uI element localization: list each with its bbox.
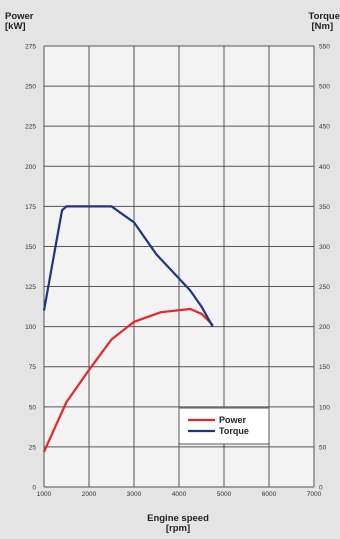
x-axis-title: Engine speed [rpm]	[147, 514, 209, 534]
y-left-tick-label-10: 250	[25, 84, 36, 91]
x-tick-label-3: 4000	[172, 491, 187, 498]
left-axis-title-line1: Power	[5, 11, 34, 22]
y-left-tick-label-7: 175	[25, 204, 36, 211]
y-left-tick-label-9: 225	[25, 124, 36, 131]
y-right-tick-label-6: 300	[319, 244, 330, 251]
y-right-tick-label-5: 250	[319, 284, 330, 291]
y-right-tick-label-1: 50	[319, 444, 327, 451]
y-left-tick-label-5: 125	[25, 284, 36, 291]
y-left-tick-label-1: 25	[29, 444, 37, 451]
x-axis-title-line1: Engine speed	[147, 513, 209, 524]
x-tick-label-2: 3000	[127, 491, 142, 498]
x-tick-label-1: 2000	[82, 491, 97, 498]
right-axis-title: Torque [Nm]	[309, 12, 340, 32]
y-left-tick-label-2: 50	[29, 404, 37, 411]
y-left-tick-label-3: 75	[29, 364, 37, 371]
y-right-tick-label-2: 100	[319, 404, 330, 411]
y-left-tick-label-0: 0	[32, 485, 36, 492]
y-right-tick-label-11: 550	[319, 44, 330, 51]
y-right-tick-label-0: 0	[319, 485, 323, 492]
right-axis-title-line2: [Nm]	[311, 21, 334, 32]
x-tick-label-4: 5000	[217, 491, 232, 498]
legend-label-torque: Torque	[219, 426, 249, 436]
legend-label-power: Power	[219, 415, 247, 425]
y-right-tick-label-3: 150	[319, 364, 330, 371]
x-tick-label-6: 7000	[307, 491, 322, 498]
y-right-tick-label-7: 350	[319, 204, 330, 211]
series-line-power	[42, 307, 214, 453]
left-axis-title: Power [kW]	[5, 12, 34, 32]
y-left-tick-label-8: 200	[25, 164, 36, 171]
x-axis-title-line2: [rpm]	[165, 523, 191, 534]
y-left-tick-label-11: 275	[25, 44, 36, 51]
left-axis-title-line2: [kW]	[5, 21, 26, 32]
x-tick-label-5: 6000	[262, 491, 277, 498]
x-tick-label-0: 1000	[37, 491, 52, 498]
y-left-tick-label-6: 150	[25, 244, 36, 251]
y-right-tick-label-4: 200	[319, 324, 330, 331]
legend-box	[178, 407, 270, 445]
right-axis-title-line1: Torque	[308, 11, 340, 22]
y-right-tick-label-10: 500	[319, 84, 330, 91]
series-line-torque	[42, 205, 214, 328]
y-right-tick-label-8: 400	[319, 164, 330, 171]
y-left-tick-label-4: 100	[25, 324, 36, 331]
y-right-tick-label-9: 450	[319, 124, 330, 131]
